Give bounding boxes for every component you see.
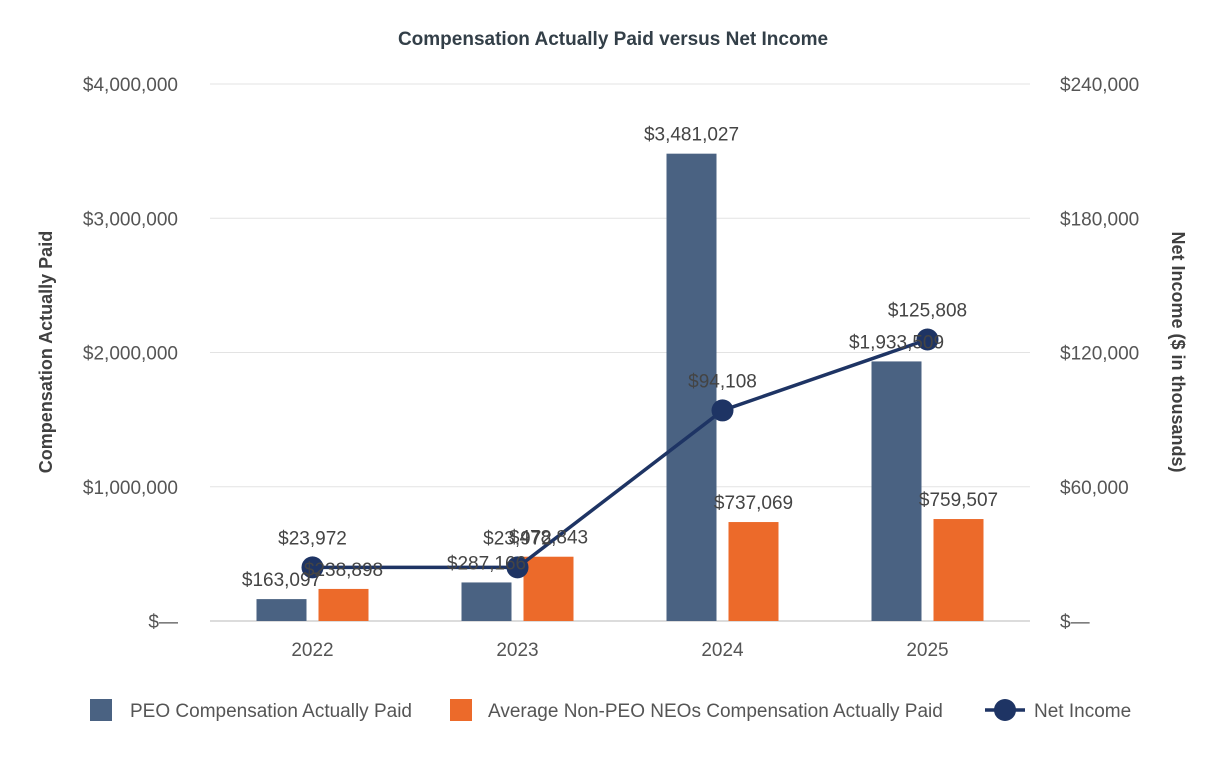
left-axis-title: Compensation Actually Paid: [36, 231, 56, 473]
left-axis-ticks: $— $1,000,000 $2,000,000 $3,000,000 $4,000,0…: [83, 75, 178, 633]
left-tick-label: $—: [148, 612, 178, 633]
bar: [318, 588, 369, 621]
legend-label: Average Non-PEO NEOs Compensation Actual…: [488, 701, 943, 722]
x-axis-ticks: 2022 2023 2024 2025: [291, 640, 948, 661]
bar-data-label: $238,898: [304, 560, 383, 581]
bar-data-label: $759,507: [919, 490, 998, 511]
bar: [871, 361, 922, 621]
legend-label: PEO Compensation Actually Paid: [130, 701, 412, 722]
x-tick-label: 2022: [291, 640, 333, 661]
line-point: [711, 399, 734, 422]
left-tick-label: $3,000,000: [83, 209, 178, 230]
line-data-label: $125,808: [888, 301, 967, 322]
bar-data-label: $287,166: [447, 553, 526, 574]
bar: [666, 153, 717, 621]
bar: [256, 599, 307, 621]
right-tick-label: $120,000: [1060, 344, 1139, 365]
legend-label: Net Income: [1034, 701, 1131, 722]
right-tick-label: $240,000: [1060, 75, 1139, 96]
bar-data-label: $478,843: [509, 528, 588, 549]
left-tick-label: $1,000,000: [83, 478, 178, 499]
legend-swatch: [90, 699, 112, 721]
line-data-label: $23,972: [483, 528, 552, 549]
data-labels: $163,097 $287,166 $3,481,027 $1,933,509 $238…: [242, 125, 998, 591]
chart-title: Compensation Actually Paid versus Net In…: [398, 29, 828, 50]
left-tick-label: $4,000,000: [83, 75, 178, 96]
x-tick-label: 2024: [701, 640, 744, 661]
bars: [256, 153, 984, 621]
left-tick-label: $2,000,000: [83, 344, 178, 365]
bar: [523, 556, 574, 621]
bar: [933, 519, 984, 621]
line-path: [312, 337, 929, 570]
line-data-label: $23,972: [278, 528, 347, 549]
line-point: [916, 328, 939, 351]
net-income-line: [301, 328, 939, 579]
right-tick-label: $—: [1060, 612, 1090, 633]
x-tick-label: 2025: [906, 640, 948, 661]
bar-data-label: $737,069: [714, 493, 793, 514]
legend: PEO Compensation Actually Paid Average No…: [90, 699, 1131, 722]
right-tick-label: $180,000: [1060, 209, 1139, 230]
bar-data-label: $163,097: [242, 570, 321, 591]
bar: [728, 522, 779, 621]
legend-swatch: [450, 699, 472, 721]
right-axis-title: Net Income ($ in thousands): [1168, 231, 1188, 472]
line-point: [301, 556, 324, 579]
x-tick-label: 2023: [496, 640, 538, 661]
right-axis-ticks: $— $60,000 $120,000 $180,000 $240,000: [1060, 75, 1139, 633]
right-tick-label: $60,000: [1060, 478, 1129, 499]
bar-data-label: $3,481,027: [644, 125, 739, 146]
bar-data-label: $1,933,509: [849, 332, 944, 353]
line-data-label: $94,108: [688, 371, 757, 392]
legend-marker: [994, 699, 1016, 721]
bar: [461, 582, 512, 621]
line-point: [506, 556, 529, 579]
